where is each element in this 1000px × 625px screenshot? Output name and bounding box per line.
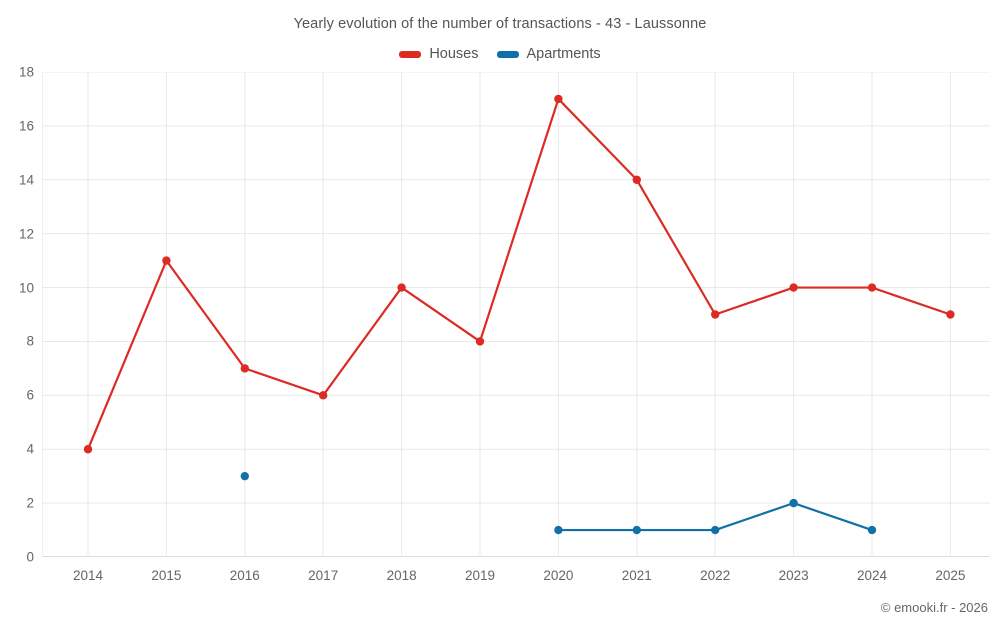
x-tick-label: 2024	[856, 568, 888, 583]
y-tick-label: 0	[26, 549, 34, 565]
chart-title: Yearly evolution of the number of transa…	[293, 16, 707, 32]
y-tick-label: 16	[18, 118, 34, 134]
x-tick-label: 2018	[386, 568, 417, 583]
data-point[interactable]	[711, 525, 720, 535]
y-tick-label: 6	[26, 387, 34, 403]
y-tick-label: 2	[26, 495, 34, 511]
legend-swatch-apartments	[496, 50, 519, 58]
y-tick-label: 4	[26, 441, 34, 457]
data-point[interactable]	[789, 283, 798, 292]
x-tick-label: 2022	[700, 568, 731, 583]
x-tick-label: 2020	[543, 568, 574, 583]
data-point[interactable]	[240, 364, 249, 373]
x-tick-label: 2019	[464, 568, 496, 583]
data-point[interactable]	[240, 471, 249, 481]
copyright-credit: © emooki.fr - 2026	[880, 600, 988, 615]
legend-swatch-houses	[399, 50, 422, 58]
x-tick-label: 2015	[151, 568, 182, 583]
data-series	[83, 94, 955, 535]
data-point[interactable]	[867, 525, 877, 535]
chart-legend: Houses Apartments	[0, 46, 1000, 62]
data-point[interactable]	[946, 310, 955, 319]
data-point[interactable]	[319, 391, 328, 400]
legend-item-houses[interactable]: Houses	[399, 46, 479, 62]
data-point[interactable]	[475, 337, 485, 346]
y-tick-label: 14	[18, 172, 34, 188]
legend-label-houses: Houses	[429, 46, 479, 62]
x-tick-label: 2023	[778, 568, 809, 583]
x-tick-label: 2014	[72, 568, 104, 583]
data-point[interactable]	[162, 256, 171, 265]
plot-svg	[42, 72, 990, 557]
data-point[interactable]	[789, 498, 798, 508]
plot-area	[42, 72, 990, 557]
y-tick-label: 10	[18, 280, 34, 296]
x-tick-label: 2017	[308, 568, 339, 583]
x-tick-label: 2025	[935, 568, 966, 583]
gridlines	[42, 72, 990, 557]
data-point[interactable]	[554, 525, 563, 535]
legend-label-apartments: Apartments	[526, 46, 601, 62]
data-point[interactable]	[867, 283, 877, 292]
data-point[interactable]	[632, 525, 641, 535]
x-tick-label: 2021	[621, 568, 652, 583]
y-tick-label: 8	[26, 333, 34, 349]
legend-item-apartments[interactable]: Apartments	[496, 46, 601, 62]
data-point[interactable]	[397, 283, 406, 292]
data-point[interactable]	[83, 445, 93, 454]
y-tick-label: 12	[18, 226, 34, 242]
x-tick-label: 2016	[229, 568, 260, 583]
y-tick-label: 18	[18, 64, 34, 80]
data-point[interactable]	[711, 310, 720, 319]
data-point[interactable]	[632, 175, 641, 184]
data-point[interactable]	[554, 94, 563, 104]
